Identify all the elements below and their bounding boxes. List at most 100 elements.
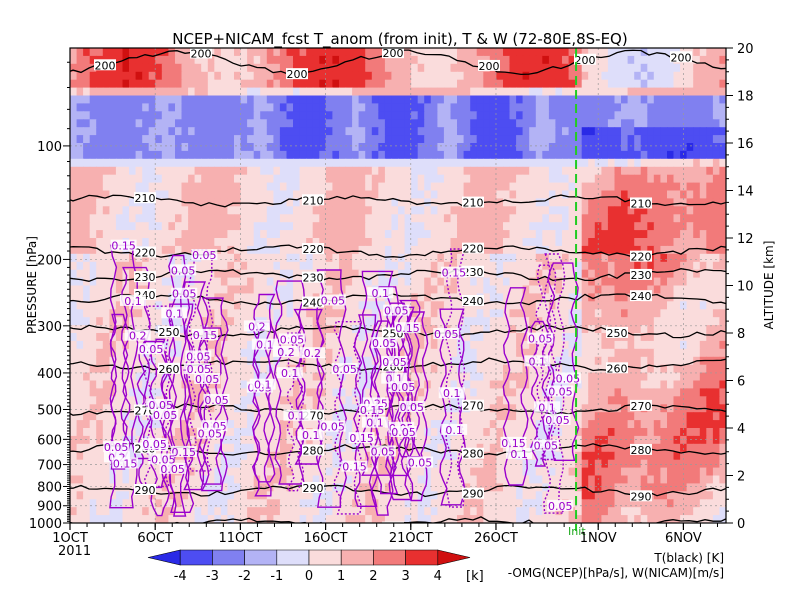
anomaly-cell — [404, 356, 412, 366]
anomaly-cell — [516, 428, 524, 437]
anomaly-cell — [299, 79, 307, 89]
anomaly-cell — [548, 166, 557, 176]
anomaly-cell — [260, 388, 268, 397]
anomaly-cell — [719, 380, 726, 389]
anomaly-cell — [417, 372, 425, 382]
anomaly-cell — [404, 95, 412, 104]
anomaly-cell — [365, 253, 373, 263]
anomaly-cell — [443, 63, 452, 73]
anomaly-cell — [188, 435, 196, 445]
anomaly-cell — [220, 364, 229, 374]
anomaly-cell — [293, 380, 301, 389]
anomaly-cell — [188, 55, 196, 65]
anomaly-cell — [437, 111, 445, 120]
anomaly-cell — [253, 190, 261, 199]
anomaly-cell — [699, 87, 707, 97]
anomaly-cell — [109, 87, 117, 97]
anomaly-cell — [430, 119, 438, 128]
anomaly-cell — [96, 285, 104, 294]
anomaly-cell — [443, 103, 452, 112]
anomaly-cell — [384, 111, 393, 120]
anomaly-cell — [686, 428, 694, 437]
anomaly-cell — [227, 214, 235, 223]
anomaly-cell — [653, 364, 661, 374]
anomaly-cell — [489, 166, 497, 176]
anomaly-cell — [358, 135, 366, 144]
anomaly-cell — [667, 340, 675, 350]
anomaly-cell — [522, 166, 530, 176]
anomaly-cell — [404, 182, 412, 192]
anomaly-cell — [712, 48, 721, 57]
anomaly-cell — [417, 190, 425, 199]
anomaly-cell — [489, 428, 497, 437]
anomaly-cell — [575, 63, 583, 73]
anomaly-cell — [325, 428, 333, 437]
anomaly-cell — [660, 206, 668, 215]
anomaly-cell — [155, 127, 163, 136]
anomaly-cell — [102, 269, 110, 279]
anomaly-cell — [555, 396, 563, 405]
anomaly-cell — [430, 79, 438, 89]
anomaly-cell — [601, 230, 609, 239]
anomaly-cell — [562, 222, 570, 231]
anomaly-cell — [706, 380, 714, 389]
anomaly-cell — [253, 293, 261, 302]
anomaly-cell — [384, 87, 393, 97]
anomaly-cell — [607, 95, 616, 104]
anomaly-cell — [358, 182, 366, 192]
anomaly-cell — [365, 309, 373, 318]
anomaly-cell — [325, 325, 333, 334]
anomaly-cell — [476, 428, 484, 437]
anomaly-cell — [430, 348, 438, 358]
anomaly-cell — [247, 143, 255, 152]
anomaly-cell — [332, 348, 340, 358]
anomaly-cell — [640, 206, 648, 215]
anomaly-cell — [719, 253, 726, 263]
anomaly-cell — [247, 87, 255, 97]
anomaly-cell — [450, 348, 458, 358]
anomaly-cell — [627, 150, 635, 160]
anomaly-cell — [260, 435, 268, 445]
anomaly-cell — [686, 198, 694, 207]
anomaly-cell — [430, 301, 438, 310]
anomaly-cell — [161, 261, 169, 271]
anomaly-cell — [365, 48, 373, 57]
anomaly-cell — [306, 340, 314, 350]
anomaly-cell — [634, 103, 642, 112]
anomaly-cell — [227, 245, 235, 255]
anomaly-cell — [201, 87, 209, 97]
anomaly-cell — [240, 190, 248, 199]
anomaly-cell — [234, 277, 242, 287]
anomaly-cell — [194, 380, 202, 389]
anomaly-cell — [607, 158, 616, 168]
anomaly-cell — [404, 166, 412, 176]
anomaly-cell — [470, 166, 478, 176]
anomaly-cell — [686, 79, 694, 89]
anomaly-cell — [667, 63, 675, 73]
anomaly-cell — [411, 372, 419, 382]
anomaly-cell — [575, 103, 583, 112]
anomaly-cell — [607, 71, 616, 81]
anomaly-cell — [260, 372, 268, 382]
anomaly-cell — [109, 261, 117, 271]
anomaly-cell — [234, 111, 242, 120]
anomaly-cell — [70, 55, 78, 65]
anomaly-cell — [260, 166, 268, 176]
anomaly-cell — [509, 111, 517, 120]
anomaly-cell — [155, 103, 163, 112]
anomaly-cell — [653, 182, 661, 192]
anomaly-cell — [240, 348, 248, 358]
anomaly-cell — [122, 55, 130, 65]
anomaly-cell — [614, 127, 622, 136]
anomaly-cell — [509, 340, 517, 350]
anomaly-cell — [555, 127, 563, 136]
anomaly-cell — [181, 230, 189, 239]
anomaly-cell — [463, 55, 471, 65]
anomaly-cell — [463, 87, 471, 97]
anomaly-cell — [686, 380, 694, 389]
anomaly-cell — [555, 190, 563, 199]
anomaly-cell — [693, 340, 701, 350]
anomaly-cell — [76, 166, 84, 176]
anomaly-cell — [306, 214, 314, 223]
anomaly-cell — [286, 356, 294, 366]
